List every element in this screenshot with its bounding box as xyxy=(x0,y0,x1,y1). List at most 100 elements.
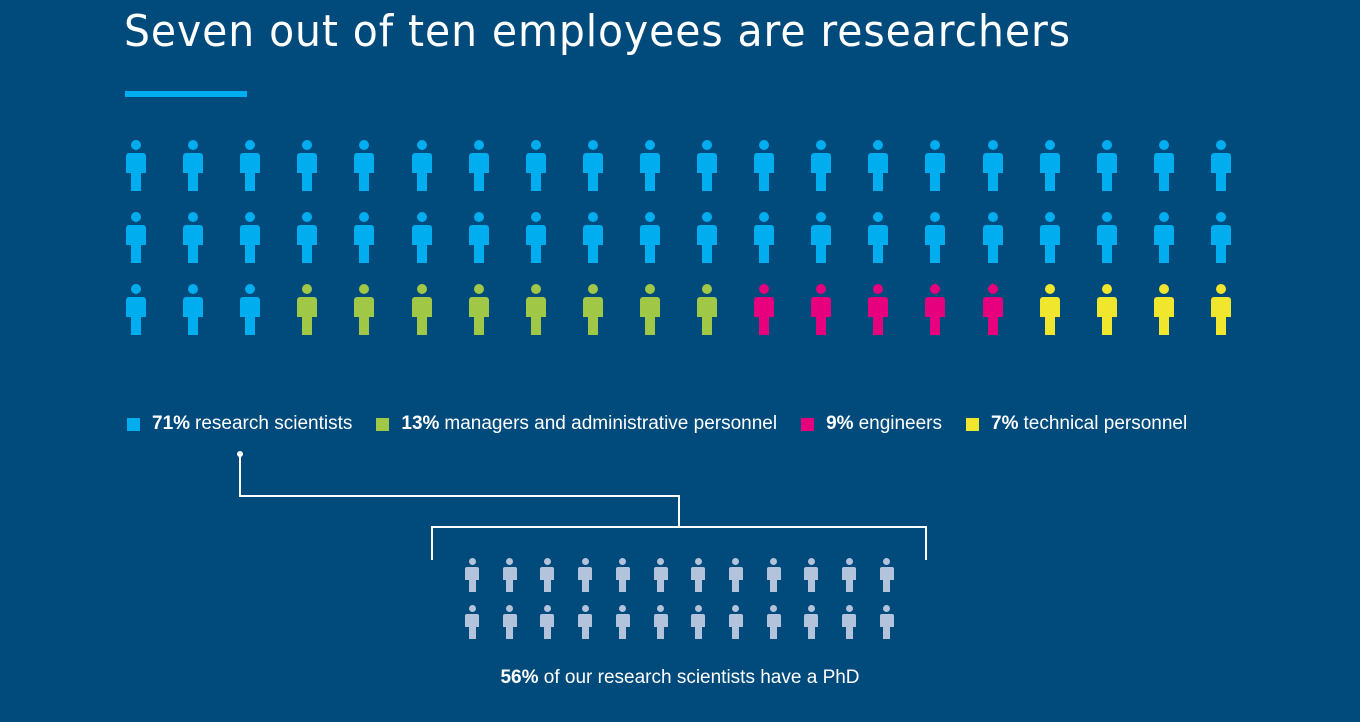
phd-person-icon xyxy=(578,605,593,640)
person-icon xyxy=(1096,284,1117,336)
phd-person-icon xyxy=(879,558,894,593)
person-icon xyxy=(811,284,832,336)
phd-person-icon xyxy=(691,558,706,593)
person-icon xyxy=(982,284,1003,336)
person-icon xyxy=(982,140,1003,192)
person-icon xyxy=(639,212,660,264)
person-icon xyxy=(468,212,489,264)
swatch-managers xyxy=(376,417,390,431)
person-icon xyxy=(126,212,146,264)
phd-person-icon xyxy=(653,558,668,593)
person-icon xyxy=(868,140,889,192)
person-icon xyxy=(183,212,204,264)
phd-person-icon xyxy=(465,605,479,640)
person-icon xyxy=(411,140,432,192)
legend-pct: 9% xyxy=(826,413,854,434)
swatch-technical xyxy=(966,417,980,431)
person-icon xyxy=(240,212,261,264)
page-title: Seven out of ten employees are researche… xyxy=(124,6,1072,57)
person-icon xyxy=(754,212,775,264)
person-icon xyxy=(126,284,146,336)
person-icon xyxy=(868,284,889,336)
person-icon xyxy=(240,284,261,336)
phd-footnote: 56% of our research scientists have a Ph… xyxy=(0,667,1360,689)
person-icon xyxy=(297,212,318,264)
phd-person-icon xyxy=(804,558,819,593)
phd-person-icon xyxy=(728,558,743,593)
connector-line xyxy=(678,495,680,528)
person-icon xyxy=(411,212,432,264)
person-icon xyxy=(925,140,946,192)
connector-line xyxy=(239,495,680,497)
phd-person-icon xyxy=(615,605,630,640)
person-icon xyxy=(582,284,603,336)
person-icon xyxy=(1096,212,1117,264)
legend-item-research-scientists: 71% research scientists xyxy=(127,413,352,435)
legend-label: managers and administrative personnel xyxy=(444,413,778,434)
person-icon xyxy=(1153,140,1174,192)
person-icon xyxy=(754,140,775,192)
footnote-text: of our research scientists have a PhD xyxy=(538,667,860,688)
person-icon xyxy=(525,212,546,264)
swatch-research-scientists xyxy=(127,417,140,431)
title-underline xyxy=(125,91,247,97)
phd-person-icon xyxy=(465,558,479,593)
person-icon xyxy=(354,212,375,264)
phd-person-icon xyxy=(540,605,555,640)
person-icon xyxy=(1039,212,1060,264)
person-icon xyxy=(697,284,717,336)
legend-pct: 13% xyxy=(401,413,440,434)
legend-pct: 7% xyxy=(991,413,1019,434)
phd-person-icon xyxy=(766,605,781,640)
person-icon xyxy=(1039,284,1060,336)
legend-pct: 71% xyxy=(152,413,191,434)
person-icon xyxy=(697,212,717,264)
person-icon xyxy=(639,284,660,336)
person-icon xyxy=(925,212,946,264)
person-icon xyxy=(126,140,146,192)
person-icon xyxy=(354,140,375,192)
legend-label: research scientists xyxy=(195,413,353,434)
connector-line xyxy=(239,454,241,497)
phd-person-icon xyxy=(728,605,743,640)
bracket-line xyxy=(431,526,433,560)
phd-person-icon xyxy=(842,605,856,640)
legend-item-managers: 13% managers and administrative personne… xyxy=(376,413,777,435)
person-icon xyxy=(1153,212,1174,264)
phd-person-icon xyxy=(879,605,894,640)
phd-person-icon xyxy=(615,558,630,593)
bracket-line xyxy=(925,526,927,560)
person-icon xyxy=(1096,140,1117,192)
person-icon xyxy=(868,212,889,264)
person-icon xyxy=(1153,284,1174,336)
person-icon xyxy=(183,140,204,192)
person-icon xyxy=(925,284,946,336)
person-icon xyxy=(582,212,603,264)
person-icon xyxy=(468,140,489,192)
person-icon xyxy=(297,284,318,336)
phd-person-icon xyxy=(804,605,819,640)
legend: 71% research scientists 13% managers and… xyxy=(127,413,1187,435)
phd-person-icon xyxy=(540,558,555,593)
person-icon xyxy=(582,140,603,192)
person-icon xyxy=(811,212,832,264)
phd-person-icon xyxy=(691,605,706,640)
legend-label: technical personnel xyxy=(1023,413,1188,434)
person-icon xyxy=(639,140,660,192)
bracket-line xyxy=(431,526,927,528)
legend-item-engineers: 9% engineers xyxy=(801,413,942,435)
person-icon xyxy=(1039,140,1060,192)
person-icon xyxy=(982,212,1003,264)
person-icon xyxy=(811,140,832,192)
phd-person-icon xyxy=(766,558,781,593)
person-icon xyxy=(354,284,375,336)
person-icon xyxy=(183,284,204,336)
phd-person-icon xyxy=(578,558,593,593)
person-icon xyxy=(754,284,775,336)
person-icon xyxy=(1210,212,1231,264)
person-icon xyxy=(468,284,489,336)
person-icon xyxy=(240,140,261,192)
person-icon xyxy=(697,140,717,192)
